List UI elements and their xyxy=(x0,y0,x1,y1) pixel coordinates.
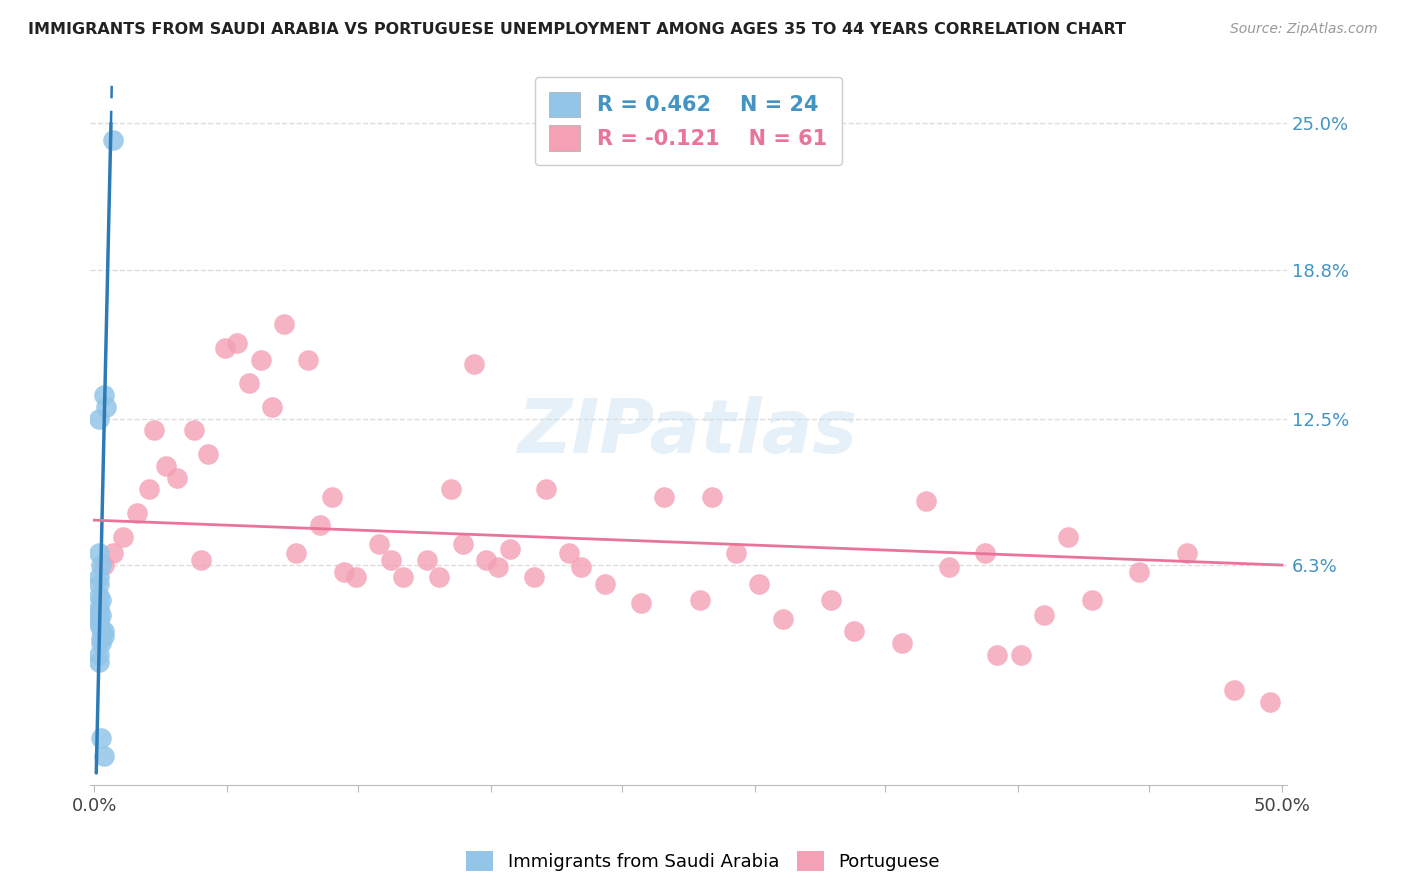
Point xyxy=(534,483,557,497)
Text: IMMIGRANTS FROM SAUDI ARABIA VS PORTUGUESE UNEMPLOYMENT AMONG AGES 35 TO 44 YEAR: IMMIGRANTS FROM SAUDI ARABIA VS PORTUGUE… xyxy=(28,22,1126,37)
Point xyxy=(90,636,112,650)
Point xyxy=(332,565,354,579)
Point xyxy=(938,560,960,574)
Point xyxy=(820,593,842,607)
Point xyxy=(262,400,284,414)
Point xyxy=(111,530,134,544)
Point xyxy=(87,411,110,425)
Legend: Immigrants from Saudi Arabia, Portuguese: Immigrants from Saudi Arabia, Portuguese xyxy=(458,844,948,879)
Point xyxy=(87,546,110,560)
Point xyxy=(138,483,160,497)
Point xyxy=(103,546,125,560)
Point xyxy=(90,558,112,572)
Point xyxy=(451,537,474,551)
Point xyxy=(416,553,439,567)
Point xyxy=(475,553,498,567)
Point xyxy=(772,612,794,626)
Point xyxy=(654,490,676,504)
Point xyxy=(238,376,260,391)
Point xyxy=(844,624,866,639)
Point xyxy=(285,546,308,560)
Text: Source: ZipAtlas.com: Source: ZipAtlas.com xyxy=(1230,22,1378,37)
Point xyxy=(93,558,115,572)
Text: ZIPatlas: ZIPatlas xyxy=(519,396,858,469)
Point xyxy=(87,617,110,632)
Point xyxy=(1258,695,1281,709)
Point xyxy=(368,537,391,551)
Point xyxy=(87,589,110,603)
Point xyxy=(90,607,112,622)
Point xyxy=(90,632,112,646)
Point xyxy=(90,622,112,636)
Point xyxy=(440,483,463,497)
Point xyxy=(93,629,115,643)
Point xyxy=(890,636,912,650)
Point xyxy=(700,490,723,504)
Point xyxy=(87,570,110,584)
Point xyxy=(87,655,110,669)
Point xyxy=(689,593,711,607)
Point xyxy=(914,494,936,508)
Point xyxy=(87,577,110,591)
Point xyxy=(190,553,212,567)
Point xyxy=(90,593,112,607)
Point xyxy=(127,506,149,520)
Point xyxy=(748,577,770,591)
Point xyxy=(197,447,219,461)
Point xyxy=(87,600,110,615)
Point xyxy=(273,317,295,331)
Point xyxy=(392,570,415,584)
Point xyxy=(486,560,509,574)
Point xyxy=(1081,593,1104,607)
Legend: R = 0.462    N = 24, R = -0.121    N = 61: R = 0.462 N = 24, R = -0.121 N = 61 xyxy=(534,77,842,165)
Point xyxy=(93,388,115,402)
Point xyxy=(225,336,247,351)
Point xyxy=(93,624,115,639)
Point xyxy=(96,400,118,414)
Point xyxy=(1223,683,1246,698)
Point xyxy=(1010,648,1032,662)
Point xyxy=(1175,546,1198,560)
Point xyxy=(380,553,402,567)
Point xyxy=(321,490,343,504)
Point xyxy=(249,352,271,367)
Point xyxy=(90,731,112,745)
Point xyxy=(166,470,188,484)
Point xyxy=(1033,607,1056,622)
Point xyxy=(1128,565,1150,579)
Point xyxy=(724,546,747,560)
Point xyxy=(630,596,652,610)
Point xyxy=(309,517,332,532)
Point xyxy=(463,357,485,371)
Point xyxy=(427,570,450,584)
Point xyxy=(87,605,110,619)
Point xyxy=(499,541,522,556)
Point xyxy=(103,133,125,147)
Point xyxy=(183,424,205,438)
Point xyxy=(593,577,616,591)
Point xyxy=(986,648,1008,662)
Point xyxy=(297,352,319,367)
Point xyxy=(974,546,997,560)
Point xyxy=(93,749,115,764)
Point xyxy=(87,648,110,662)
Point xyxy=(523,570,546,584)
Point xyxy=(569,560,592,574)
Point xyxy=(344,570,367,584)
Point xyxy=(142,424,165,438)
Point xyxy=(155,458,177,473)
Point xyxy=(214,341,236,355)
Point xyxy=(87,612,110,626)
Point xyxy=(1057,530,1080,544)
Point xyxy=(558,546,581,560)
